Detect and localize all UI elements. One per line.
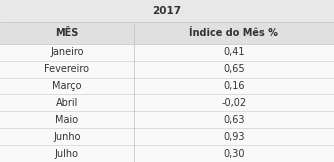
Text: -0,02: -0,02 (221, 98, 246, 108)
Text: 0,30: 0,30 (223, 149, 244, 159)
Bar (0, 111, 334, 128)
Bar (0, 128, 334, 145)
Text: 0,41: 0,41 (223, 47, 244, 57)
Text: 0,16: 0,16 (223, 81, 244, 91)
Bar (0, 94, 334, 111)
Text: 0,93: 0,93 (223, 132, 244, 142)
Bar (0, 145, 334, 162)
Text: MÊS: MÊS (55, 28, 78, 38)
Text: Índice do Mês %: Índice do Mês % (189, 28, 278, 38)
Text: Maio: Maio (55, 115, 78, 125)
Text: Junho: Junho (53, 132, 80, 142)
Text: 2017: 2017 (152, 6, 182, 16)
Text: Janeiro: Janeiro (50, 47, 84, 57)
Text: 0,63: 0,63 (223, 115, 244, 125)
Bar (0, 61, 334, 78)
Text: Julho: Julho (55, 149, 79, 159)
Bar (0, 22, 334, 44)
Text: Fevereiro: Fevereiro (44, 64, 89, 74)
Bar (0, 44, 334, 61)
Bar (0, 78, 334, 94)
Bar (0, 0, 334, 22)
Text: 0,65: 0,65 (223, 64, 244, 74)
Text: Março: Março (52, 81, 81, 91)
Text: Abril: Abril (56, 98, 78, 108)
